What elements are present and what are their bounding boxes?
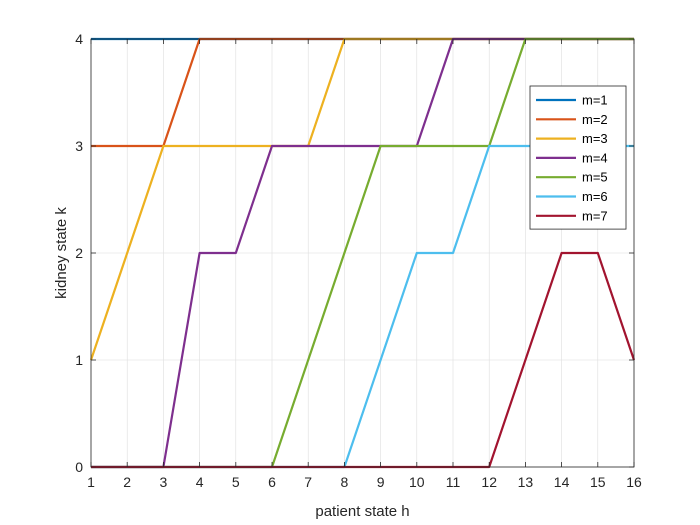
legend-label: m=2: [582, 112, 608, 127]
x-tick-label: 1: [87, 474, 95, 490]
y-axis-label: kidney state k: [53, 207, 70, 299]
legend-label: m=4: [582, 150, 608, 165]
x-tick-label: 12: [481, 474, 497, 490]
x-tick-label: 13: [518, 474, 534, 490]
y-tick-label: 1: [75, 352, 83, 368]
y-tick-label: 2: [75, 245, 83, 261]
x-tick-label: 9: [377, 474, 385, 490]
y-tick-label: 0: [75, 459, 83, 475]
legend-label: m=3: [582, 131, 608, 146]
x-tick-label: 8: [341, 474, 349, 490]
x-tick-label: 14: [554, 474, 570, 490]
x-tick-label: 11: [446, 474, 461, 490]
x-tick-label: 3: [160, 474, 168, 490]
x-tick-label: 10: [409, 474, 425, 490]
legend: m=1 m=2 m=3 m=4 m=5 m=6 m=7: [529, 85, 627, 230]
x-tick-label: 4: [196, 474, 204, 490]
legend-label: m=1: [582, 93, 608, 108]
x-tick-label: 7: [304, 474, 312, 490]
y-tick-label: 3: [75, 138, 83, 154]
x-tick-label: 15: [590, 474, 606, 490]
y-tick-label: 4: [75, 31, 83, 47]
x-tick-label: 5: [232, 474, 240, 490]
legend-label: m=7: [582, 208, 608, 223]
legend-label: m=6: [582, 189, 608, 204]
x-tick-label: 6: [268, 474, 276, 490]
x-axis-label: patient state h: [315, 503, 409, 520]
legend-label: m=5: [582, 170, 608, 185]
x-tick-label: 16: [626, 474, 642, 490]
x-tick-label: 2: [123, 474, 131, 490]
